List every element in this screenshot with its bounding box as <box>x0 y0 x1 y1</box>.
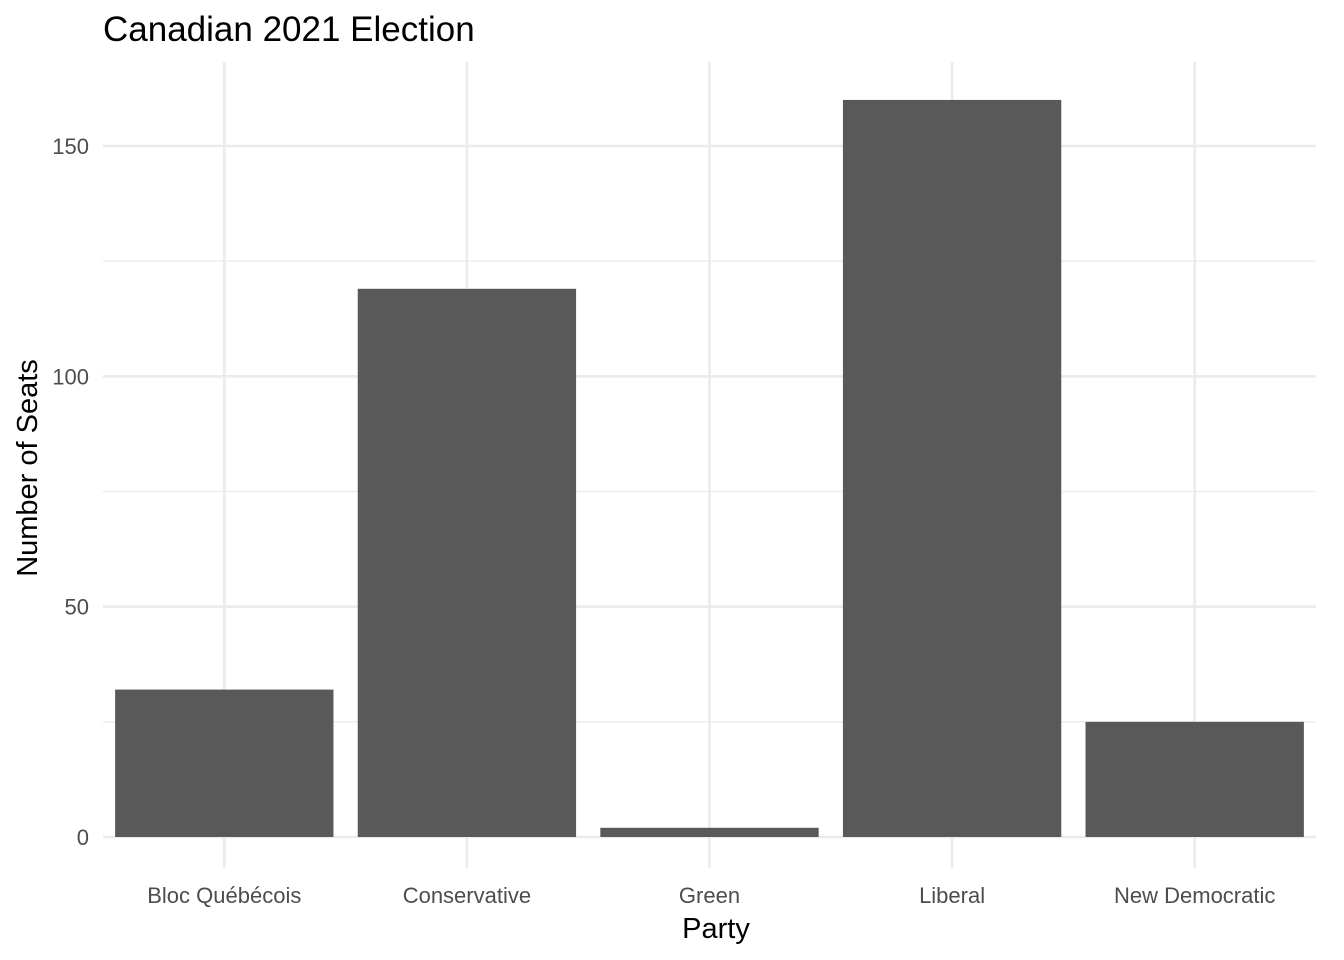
x-axis-title: Party <box>682 913 750 945</box>
bar <box>1085 721 1304 837</box>
bar <box>600 827 819 837</box>
x-tick-labels: Bloc Québécois Conservative Green Liberal Ne… <box>147 883 1275 908</box>
y-tick-label: 0 <box>77 825 89 850</box>
x-tick-label: Conservative <box>403 883 531 908</box>
bar <box>357 288 577 838</box>
y-tick-label: 50 <box>65 595 89 620</box>
y-tick-label: 150 <box>52 134 89 159</box>
bar <box>115 689 334 837</box>
chart-title: Canadian 2021 Election <box>103 10 475 49</box>
y-tick-label: 100 <box>52 364 89 389</box>
bars <box>115 99 1304 838</box>
x-tick-label: Liberal <box>919 883 985 908</box>
y-tick-labels: 0 50 100 150 <box>52 134 89 850</box>
y-axis-title: Number of Seats <box>12 359 44 577</box>
x-tick-label: New Democratic <box>1114 883 1275 908</box>
bar <box>842 99 1062 837</box>
x-tick-label: Green <box>679 883 740 908</box>
x-tick-label: Bloc Québécois <box>147 883 301 908</box>
